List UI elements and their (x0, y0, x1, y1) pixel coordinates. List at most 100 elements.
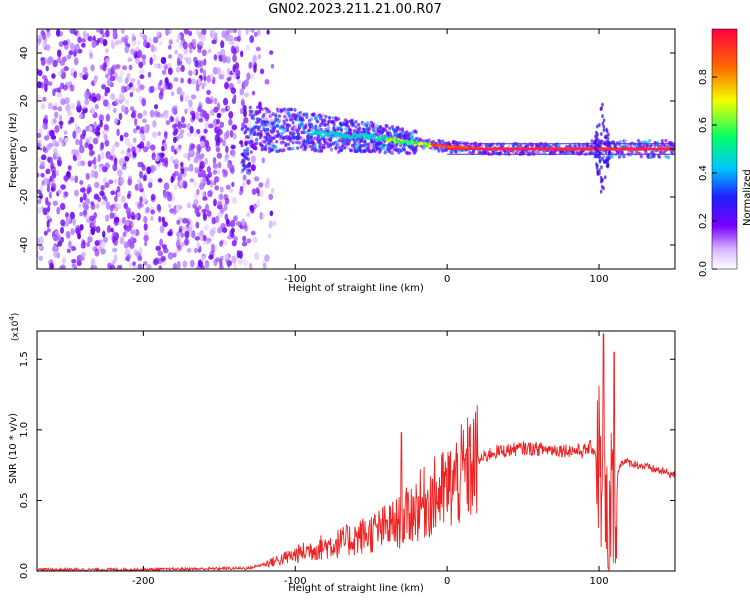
top-y-axis-label: Frequency (Hz) (8, 112, 19, 188)
heatmap-cell (310, 129, 314, 132)
heatmap-cell (129, 106, 135, 112)
heatmap-cell (96, 29, 100, 33)
heatmap-cell (71, 263, 76, 268)
heatmap-cell (410, 135, 415, 140)
heatmap-cell (174, 157, 179, 165)
heatmap-cell (297, 141, 302, 145)
heatmap-cell (47, 156, 53, 164)
heatmap-cell (105, 113, 111, 122)
heatmap-cell (201, 192, 206, 197)
heatmap-cell (57, 156, 62, 162)
heatmap-cell (176, 33, 182, 41)
heatmap-cell (116, 264, 122, 269)
heatmap-cell (64, 137, 69, 143)
heatmap-cell (180, 168, 185, 175)
heatmap-cell (80, 38, 87, 43)
heatmap-cell (93, 163, 97, 170)
heatmap-cell (114, 118, 119, 125)
heatmap-cell (206, 89, 211, 96)
heatmap-cell (348, 128, 353, 133)
heatmap-cell (125, 220, 130, 227)
colorbar-gradient (711, 28, 738, 270)
heatmap-cell (40, 161, 46, 168)
heatmap-cell (84, 214, 90, 221)
heatmap-cell (193, 247, 198, 254)
heatmap-cell (110, 38, 115, 45)
heatmap-cell (123, 132, 129, 138)
heatmap-cell (272, 129, 276, 133)
heatmap-cell (196, 29, 200, 36)
heatmap-cell (265, 117, 269, 121)
page-title: GN02.2023.211.21.00.R07 (268, 2, 442, 17)
heatmap-cell (52, 117, 57, 124)
heatmap-cell (213, 198, 217, 207)
heatmap-cell (91, 92, 96, 101)
heatmap-cell (190, 231, 196, 239)
heatmap-cell (248, 112, 252, 117)
heatmap-cell (209, 228, 215, 237)
heatmap-cell (58, 41, 64, 47)
heatmap-cell (84, 90, 90, 99)
heatmap-cell (157, 177, 163, 183)
heatmap-cell (188, 48, 193, 54)
heatmap-cell (57, 106, 63, 112)
heatmap-cell (122, 65, 127, 71)
heatmap-cell (52, 200, 58, 206)
heatmap-cell (226, 29, 231, 35)
heatmap-cell (109, 75, 116, 82)
heatmap-cell (274, 145, 278, 150)
heatmap-cell (60, 98, 66, 105)
heatmap-cell (250, 109, 254, 114)
heatmap-cell (142, 146, 149, 153)
heatmap-cell (499, 150, 503, 155)
heatmap-cell (93, 193, 99, 200)
heatmap-cell (163, 142, 168, 151)
heatmap-cell (284, 110, 288, 115)
heatmap-cell (41, 74, 48, 80)
heatmap-cell (264, 147, 268, 152)
heatmap-cell (182, 41, 188, 50)
heatmap-cell (602, 128, 606, 133)
heatmap-cell (639, 154, 643, 159)
heatmap-cell (255, 46, 261, 52)
heatmap-cell (152, 54, 157, 62)
heatmap-cell (120, 104, 126, 113)
heatmap-cell (598, 159, 602, 164)
heatmap-cell (246, 127, 251, 132)
heatmap-cell (82, 30, 87, 38)
heatmap-cell (265, 127, 270, 132)
heatmap-cell (219, 240, 223, 247)
heatmap-cell (120, 195, 126, 203)
heatmap-cell (112, 29, 116, 39)
heatmap-cell (624, 139, 628, 144)
heatmap-cell (43, 230, 48, 236)
heatmap-cell (57, 189, 62, 194)
heatmap-cell (137, 49, 143, 58)
heatmap-cell (271, 147, 275, 152)
heatmap-cell (156, 204, 161, 212)
heatmap-cell (268, 193, 274, 201)
heatmap-cell (37, 237, 40, 246)
heatmap-cell (233, 216, 238, 222)
heatmap-cell (339, 131, 343, 135)
heatmap-cell (38, 255, 43, 262)
heatmap-cell (161, 69, 167, 75)
heatmap-cell (231, 196, 238, 205)
heatmap-cell (79, 138, 83, 147)
heatmap-cell (128, 262, 133, 268)
heatmap-cell (127, 57, 133, 62)
heatmap-cell (598, 122, 601, 127)
heatmap-cell (351, 121, 355, 126)
heatmap-cell (192, 69, 197, 75)
heatmap-cell (382, 143, 386, 147)
top-x-axis-label: Height of straight line (km) (288, 283, 424, 294)
heatmap-cell (208, 254, 214, 260)
heatmap-cell (138, 67, 145, 76)
heatmap-cell (307, 128, 312, 132)
heatmap-cell (405, 130, 409, 135)
heatmap-cell (266, 29, 270, 35)
heatmap-cell (259, 68, 265, 75)
heatmap-cell (594, 134, 597, 139)
heatmap-cell (232, 29, 238, 34)
heatmap-cell (222, 57, 228, 64)
